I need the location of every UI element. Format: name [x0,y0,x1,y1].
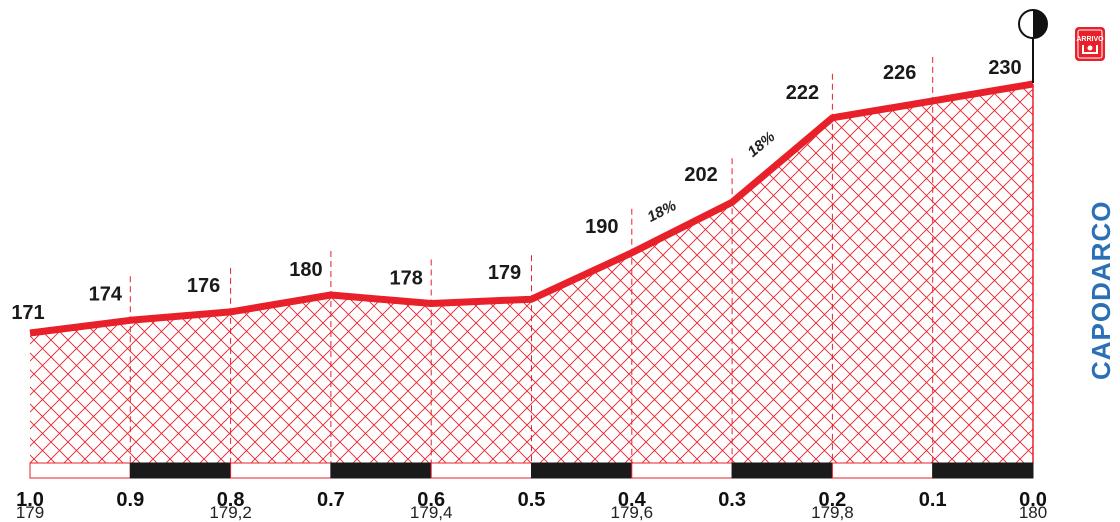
labels-layer: 171 174 176 180 178 179 190 202 222 226 230 1.0 0.9 0… [11,57,1047,522]
km-bar-segment [531,462,633,479]
km-tick-label: 0.9 [116,489,144,511]
km-tick-label: 0.8 [217,489,245,511]
km-bar-segment [330,462,432,479]
altitude-label: 190 [585,216,618,238]
arrivo-badge-icon: ARRIVO [1075,27,1105,61]
altitude-label: 226 [883,62,916,84]
altitude-label: 178 [390,268,423,290]
altitude-label: 176 [187,275,220,297]
profile-area [30,84,1033,463]
finish-location-label: CAPODARCO [1086,201,1116,380]
distance-label: 179,4 [410,503,453,522]
altitude-label: 174 [89,283,123,305]
distance-label: 180 [1019,503,1047,522]
km-bar-segment [230,462,332,479]
km-bar-segment [932,462,1034,479]
km-tick-label: 0.5 [518,489,546,511]
km-tick-label: 0.2 [818,489,846,511]
guides-layer [129,56,934,463]
distance-label: 179,2 [209,503,252,522]
km-bar [29,462,1034,479]
gradient-label: 18% [645,197,679,226]
km-tick-label: 0.4 [618,489,647,511]
km-bar-segment [430,462,533,479]
km-tick-label: 0.7 [317,489,345,511]
altitude-label: 202 [684,164,717,186]
altitude-label: 230 [988,57,1021,79]
altitude-label: 171 [11,302,44,324]
distance-label: 179,8 [811,503,854,522]
km-bar-segment [129,462,232,479]
altitude-label: 179 [488,262,521,284]
km-tick-label: 1.0 [16,489,44,511]
km-tick-label: 0.3 [718,489,746,511]
altitude-label: 180 [289,259,322,281]
km-bar-segment [631,462,733,479]
km-tick-label: 0.1 [919,489,947,511]
km-tick-label: 0.0 [1019,489,1047,511]
altitude-label: 222 [786,82,819,104]
km-bar-segment [731,462,833,479]
km-bar-segment [29,462,131,479]
km-bar-segment [831,462,934,479]
gradient-label: 18% [744,128,778,160]
arrivo-badge-text: ARRIVO [1076,36,1104,43]
distance-label: 179,6 [611,503,654,522]
finish-flag-icon [1018,9,1048,83]
distance-label: 179 [16,503,44,522]
km-tick-label: 0.6 [417,489,445,511]
